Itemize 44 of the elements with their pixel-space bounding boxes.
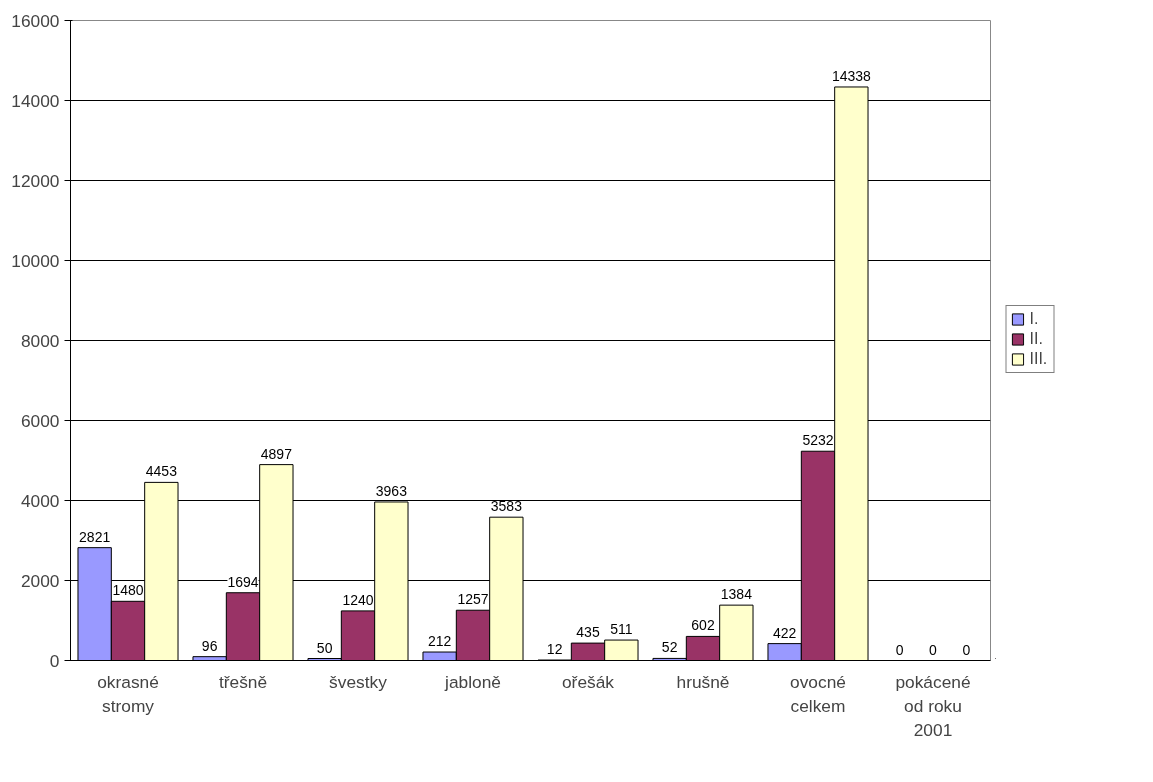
data-label: 12	[546, 641, 563, 658]
legend-label: III.	[1029, 350, 1049, 368]
x-tick-label: ořešák	[562, 671, 615, 692]
data-label: 50	[316, 639, 333, 656]
data-label: 602	[691, 617, 715, 634]
data-label: 0	[962, 641, 971, 658]
x-tick-label: švestky	[329, 671, 388, 692]
data-label: 1257	[457, 591, 489, 608]
data-label: 96	[201, 637, 218, 654]
y-tick-label: 6000	[20, 410, 60, 431]
x-tick-label: okrasné stromy	[97, 671, 159, 716]
data-label: 4897	[260, 445, 293, 462]
y-tick-label: 2000	[20, 570, 60, 591]
data-label: 422	[772, 624, 797, 641]
y-tick-label: 10000	[11, 250, 60, 271]
x-tick-label: hrušně	[676, 671, 730, 692]
data-label: 511	[610, 621, 633, 638]
y-tick-label: 14000	[11, 90, 60, 111]
data-label: 2821	[79, 528, 111, 545]
data-label: 0	[929, 641, 938, 658]
data-label: 5232	[802, 432, 834, 449]
data-label: 4453	[145, 463, 178, 480]
data-label: 14338	[831, 67, 872, 84]
data-label: 0	[895, 641, 904, 658]
data-label: 1694	[227, 573, 259, 590]
data-label: 1240	[342, 591, 374, 608]
x-tick-label: jabloně	[444, 671, 501, 692]
data-label: 52	[661, 639, 678, 656]
y-tick-label: 12000	[11, 170, 60, 191]
y-tick-label: 8000	[20, 330, 60, 351]
data-label: 1384	[720, 586, 753, 603]
x-tick-label: třešně	[218, 671, 268, 692]
data-label: 3963	[375, 482, 408, 499]
y-tick-label: 4000	[20, 490, 60, 511]
data-label: 3583	[490, 498, 523, 515]
x-tick-label: ovocné celkem	[790, 671, 846, 716]
data-label: 435	[576, 624, 600, 641]
legend-label: II.	[1029, 330, 1044, 348]
y-tick-label: 0	[49, 650, 60, 671]
legend-label: I.	[1029, 310, 1040, 328]
data-label: 1480	[112, 582, 144, 599]
y-tick-label: 16000	[11, 10, 60, 31]
data-label: 212	[427, 633, 452, 650]
x-tick-label: pokácené od roku 2001	[895, 671, 971, 740]
